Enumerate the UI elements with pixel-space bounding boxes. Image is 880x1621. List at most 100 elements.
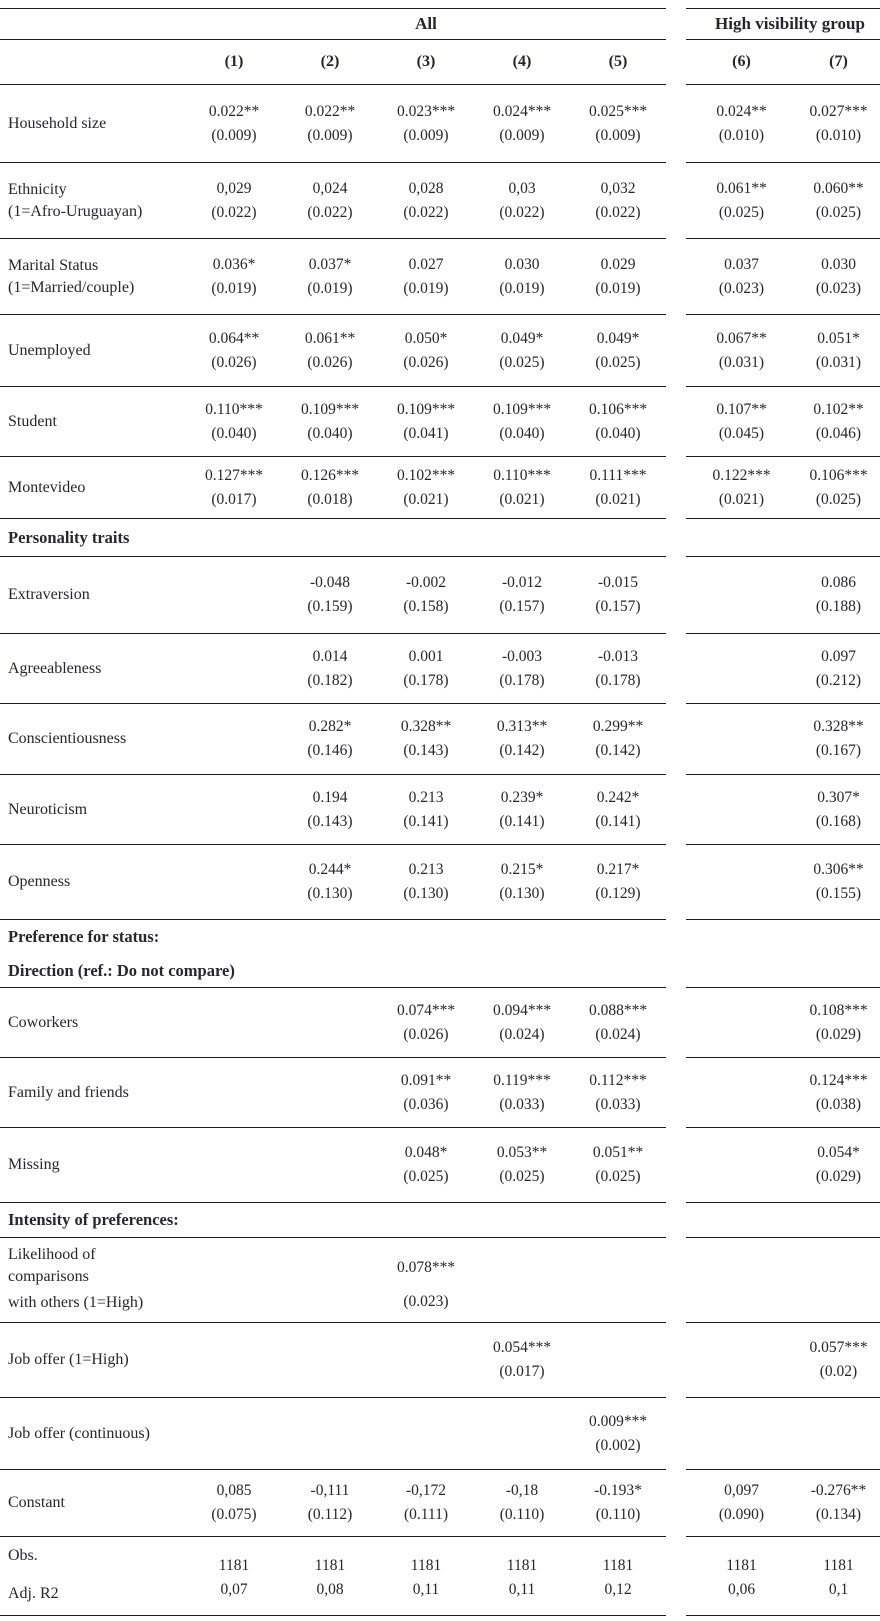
std-error: (0.178)	[403, 671, 449, 689]
std-error: (0.188)	[815, 598, 862, 615]
std-error: (0.031)	[815, 353, 862, 371]
row-label: Montevideo	[0, 457, 186, 519]
std-error: (0.178)	[595, 671, 641, 689]
table-row: Household size 0.022** (0.009) 0.022** (0.00…	[0, 85, 880, 163]
std-error: (0.130)	[403, 885, 449, 902]
value-cell	[186, 634, 282, 704]
stats-cell: 1181 0,12	[570, 1537, 666, 1616]
std-error: (0.075)	[211, 1506, 257, 1523]
value-cell: -0.276** (0.134)	[783, 1470, 880, 1537]
std-error: (0.111)	[403, 1506, 449, 1523]
std-error: (0.025)	[499, 353, 545, 371]
table-row: Marital Status (1=Married/couple) 0.036* (0…	[0, 239, 880, 315]
std-error: (0.141)	[595, 812, 641, 830]
row-label: Marital Status (1=Married/couple)	[0, 239, 186, 315]
value-cell: -0,172 (0.111)	[378, 1470, 474, 1537]
value-cell: 0.239* (0.141)	[474, 775, 570, 845]
column-gap	[666, 1323, 686, 1398]
std-error: (0.090)	[718, 1506, 765, 1523]
column-gap	[666, 634, 686, 704]
std-error: (0.019)	[211, 279, 257, 297]
value-cell	[686, 775, 783, 845]
value-cell: 0.213 (0.130)	[378, 845, 474, 920]
right-block-cell	[686, 1203, 880, 1238]
value-cell: 0.102** (0.046)	[783, 387, 880, 457]
value-cell	[186, 845, 282, 920]
std-error: (0.182)	[307, 671, 353, 689]
coef-value: 0.108***	[809, 1001, 868, 1019]
coef-value: 0.051**	[592, 1144, 644, 1161]
value-cell: 0.106*** (0.025)	[783, 457, 880, 519]
column-header-7: (7)	[783, 40, 880, 85]
value-cell: 0.108*** (0.029)	[783, 988, 880, 1058]
std-error: (0.167)	[815, 742, 862, 759]
coef-value: 0.009***	[588, 1412, 648, 1430]
coef-value: -0.013	[597, 647, 639, 665]
coef-value: 0.054***	[492, 1339, 552, 1356]
value-cell: -0.013 (0.178)	[570, 634, 666, 704]
adj-r2-value: 0,11	[508, 1581, 536, 1598]
std-error: (0.023)	[815, 279, 862, 297]
row-label-line: with others (1=High)	[8, 1294, 144, 1311]
value-cell: 0.054*** (0.017)	[474, 1323, 570, 1398]
row-label-text: Openness	[8, 873, 71, 890]
std-error: (0.026)	[307, 353, 353, 371]
row-label-text: Job offer (continuous)	[8, 1424, 150, 1442]
std-error: (0.025)	[815, 490, 862, 508]
value-cell	[186, 557, 282, 634]
std-error: (0.040)	[499, 424, 545, 442]
row-label-text: Marital Status	[8, 256, 99, 274]
column-gap	[666, 1470, 686, 1537]
coef-value: 0.088***	[588, 1001, 648, 1019]
coef-value: 0.061**	[304, 329, 356, 347]
std-error: (0.146)	[307, 742, 353, 759]
value-cell: -0,111 (0.112)	[282, 1470, 378, 1537]
table-row: Preference for status:	[0, 920, 880, 954]
column-gap	[666, 775, 686, 845]
coef-value: 0,032	[600, 179, 636, 197]
right-block-cell	[686, 519, 880, 557]
row-label-subtext: (1=Married/couple)	[8, 278, 135, 296]
row-label-line: comparisons	[8, 1268, 89, 1285]
coef-value: 0.307*	[817, 788, 860, 806]
std-error: (0.033)	[499, 1095, 545, 1113]
std-error: (0.141)	[499, 812, 545, 830]
row-label-text: Montevideo	[8, 478, 86, 496]
row-label: Constant	[0, 1470, 186, 1537]
row-label-line: Likelihood of	[8, 1246, 96, 1263]
section-header: Intensity of preferences:	[0, 1203, 666, 1238]
coef-value: 0.217*	[596, 861, 640, 878]
value-cell: 0.126*** (0.018)	[282, 457, 378, 519]
std-error: (0.026)	[403, 353, 449, 371]
group-header-row: All High visibility group	[0, 8, 880, 40]
coef-value: 0.213	[408, 861, 444, 878]
std-error: (0.010)	[815, 126, 862, 144]
std-error: (0.024)	[499, 1025, 545, 1043]
std-error: (0.143)	[307, 812, 353, 830]
table-row: Missing 0.048* (0.025) 0.053** (0.025) 0.051*…	[0, 1128, 880, 1203]
value-cell: 0.213 (0.141)	[378, 775, 474, 845]
table-row: Family and friends 0.091** (0.036) 0.119***…	[0, 1058, 880, 1128]
std-error: (0.022)	[595, 203, 641, 221]
coef-value: 0.014	[312, 647, 348, 665]
coef-value: 0.328**	[813, 718, 864, 735]
coef-value: 0.124***	[809, 1071, 868, 1089]
value-cell: 0.064** (0.026)	[186, 315, 282, 387]
adj-r2-value: 0,06	[727, 1581, 756, 1598]
std-error: (0.010)	[718, 126, 765, 144]
value-cell: 0.110*** (0.021)	[474, 457, 570, 519]
row-label-text: Conscientiousness	[8, 730, 127, 747]
value-cell: 0.029 (0.019)	[570, 239, 666, 315]
stats-cell: 1181 0,11	[474, 1537, 570, 1616]
row-label-text: Unemployed	[8, 341, 91, 359]
table-row: Constant 0,085 (0.075) -0,111 (0.112) -0,172 (…	[0, 1470, 880, 1537]
value-cell	[783, 1238, 880, 1323]
value-cell: 0.097 (0.212)	[783, 634, 880, 704]
std-error: (0.143)	[403, 742, 449, 759]
right-block-cell	[686, 920, 880, 954]
value-cell: 0.061** (0.026)	[282, 315, 378, 387]
value-cell	[186, 1238, 282, 1323]
value-cell: 0.061** (0.025)	[686, 163, 783, 239]
coef-value: 0.061**	[716, 179, 767, 197]
std-error: (0.029)	[815, 1025, 862, 1043]
